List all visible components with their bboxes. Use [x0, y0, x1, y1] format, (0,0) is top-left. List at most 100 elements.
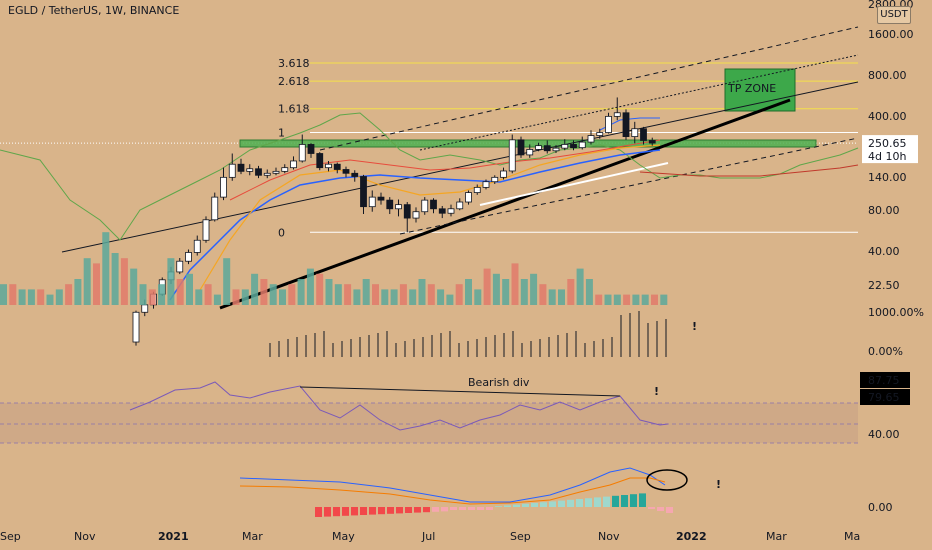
volume-bar-7: [65, 284, 73, 305]
candle-54: [605, 112, 612, 134]
volume-bar-35: [325, 279, 333, 305]
macd-hist-27: [558, 500, 565, 507]
candle-body-38: [465, 192, 472, 203]
price-tick-5: 80.00: [868, 204, 900, 217]
volume-bar-42: [390, 289, 398, 305]
candle-24: [342, 166, 350, 178]
macd-hist-36: [639, 493, 646, 507]
candle-33: [421, 197, 429, 215]
x-tick-8: 2022: [676, 530, 707, 543]
candle-34: [430, 198, 437, 214]
candle-body-49: [561, 144, 569, 149]
candle-49: [561, 139, 569, 151]
volume-bar-49: [455, 284, 463, 305]
volume-bar-46: [427, 284, 435, 305]
x-tick-2: 2021: [158, 530, 189, 543]
candle-body-43: [508, 139, 516, 172]
candle-47: [543, 140, 551, 154]
volume-bar-13: [120, 258, 128, 305]
macd-hist-9: [396, 507, 403, 514]
candle-16: [272, 167, 280, 176]
candle-body-50: [570, 144, 577, 149]
volume-bar-57: [530, 273, 538, 305]
fib-label-1: 2.618: [278, 75, 310, 88]
macd-hist-30: [585, 498, 592, 507]
price-tick-7: 22.50: [868, 279, 900, 292]
price-tick-6: 40.00: [868, 245, 900, 258]
candle-10: [220, 167, 227, 201]
fib-label-4: 0: [278, 226, 285, 239]
candle-41: [491, 175, 499, 185]
price-tick-4: 140.00: [868, 171, 907, 184]
candle-11: [228, 153, 236, 181]
volume-bar-12: [111, 253, 119, 305]
volume-bar-61: [567, 279, 575, 305]
candle-20: [307, 143, 315, 158]
x-tick-9: Mar: [766, 530, 787, 543]
volume-bar-11: [102, 232, 110, 305]
fib-label-0: 3.618: [278, 57, 310, 70]
candle-51: [578, 136, 586, 150]
candle-23: [333, 162, 341, 174]
candle-12: [237, 158, 245, 175]
candle-7: [193, 235, 201, 256]
macd-hist-3: [342, 507, 349, 516]
macd-hist-22: [513, 504, 520, 507]
channel-mid-line: [61, 81, 859, 253]
candle-body-5: [176, 260, 184, 273]
current-price-tag: [862, 135, 918, 164]
volume-bar-19: [176, 279, 184, 305]
candle-body-21: [316, 153, 324, 169]
volume-bar-59: [548, 289, 556, 305]
price-tick-0: 2800.00: [868, 0, 914, 11]
candle-body-34: [430, 199, 437, 210]
candle-body-37: [456, 201, 464, 210]
candle-body-47: [543, 145, 551, 152]
candle-32: [412, 207, 420, 223]
candle-body-0: [132, 311, 140, 343]
rsi-value-2: 79.65: [868, 391, 900, 404]
macd-hist-8: [387, 507, 394, 514]
volume-bar-69: [641, 294, 649, 305]
volume-bar-41: [381, 289, 389, 305]
macd-hist-17: [468, 507, 475, 510]
macd-hist-7: [378, 507, 385, 515]
candle-body-10: [220, 176, 227, 198]
volume-bar-37: [344, 284, 352, 305]
percent-tick-0: 1000.00%: [868, 306, 924, 319]
volume-bar-28: [260, 279, 268, 305]
volume-bar-64: [595, 294, 603, 305]
candle-body-59: [648, 140, 656, 144]
macd-hist-21: [504, 505, 511, 507]
macd-hist-34: [621, 495, 628, 507]
macd-hist-33: [612, 495, 619, 507]
candle-55: [613, 97, 621, 121]
candle-body-33: [421, 199, 429, 213]
volume-bar-51: [474, 289, 482, 305]
macd-hist-1: [324, 507, 331, 517]
candle-48: [552, 145, 560, 153]
support-zone: [239, 139, 817, 148]
tp-zone-label: TP ZONE: [727, 82, 776, 95]
volume-bar-14: [130, 268, 138, 305]
candle-body-16: [272, 170, 280, 174]
macd-hist-13: [432, 507, 439, 512]
candle-40: [482, 179, 490, 190]
macd-hist-16: [459, 507, 466, 510]
candle-21: [316, 152, 324, 171]
macd-hist-14: [441, 507, 448, 512]
volume-bar-20: [186, 273, 193, 305]
candle-17: [281, 164, 289, 174]
percent-tick-1: 0.00%: [868, 345, 903, 358]
macd-hist-37: [648, 507, 655, 509]
candle-body-41: [491, 176, 499, 183]
volume-bar-25: [232, 289, 240, 305]
currency-badge[interactable]: USDT: [877, 6, 911, 24]
candle-18: [290, 156, 297, 170]
candle-15: [263, 169, 271, 179]
candle-body-23: [333, 163, 341, 170]
rsi-value-1-bg: [860, 372, 910, 388]
macd-hist-24: [531, 503, 538, 507]
x-tick-1: Nov: [74, 530, 96, 543]
